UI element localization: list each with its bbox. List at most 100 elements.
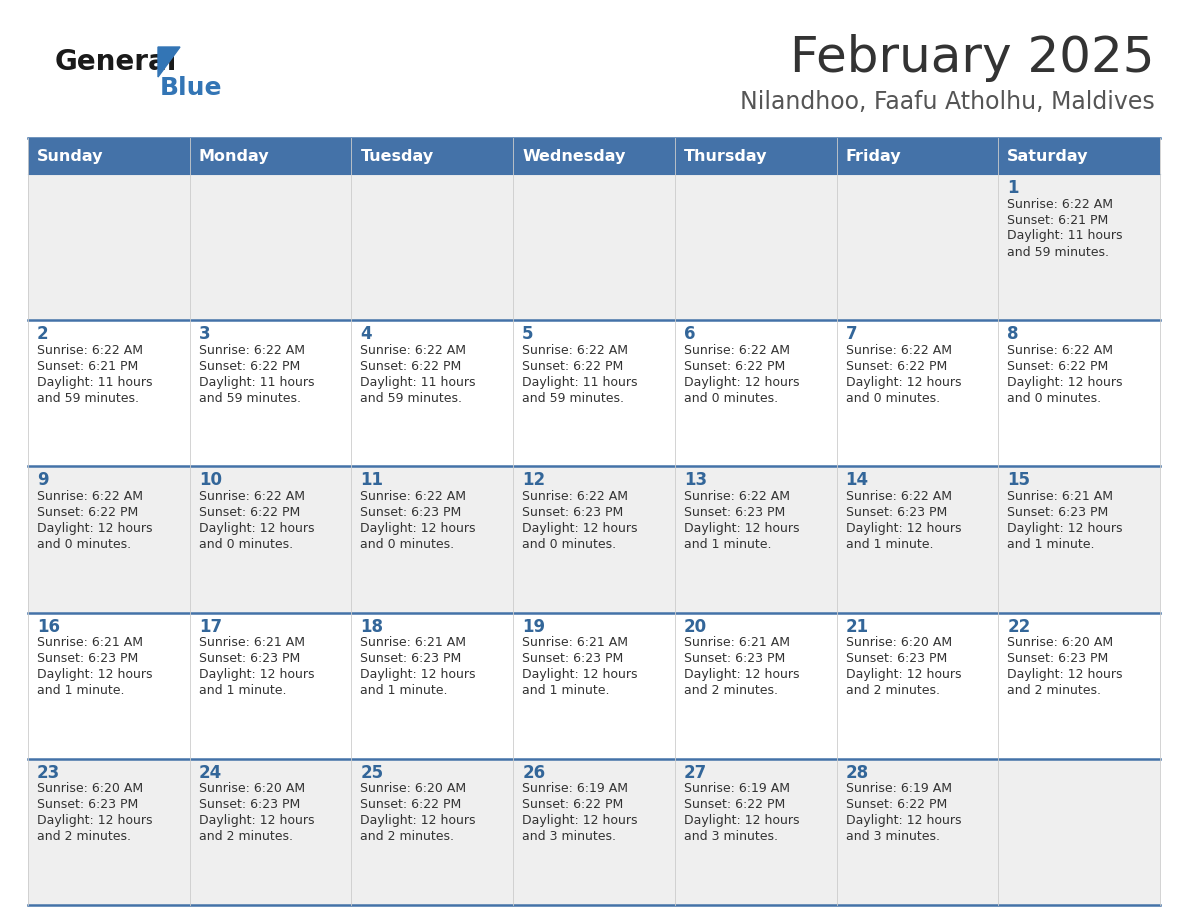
Text: Daylight: 12 hours: Daylight: 12 hours (684, 522, 800, 535)
Text: Sunrise: 6:19 AM: Sunrise: 6:19 AM (846, 782, 952, 795)
Text: and 2 minutes.: and 2 minutes. (198, 830, 292, 844)
Text: Sunset: 6:22 PM: Sunset: 6:22 PM (1007, 360, 1108, 373)
Bar (836, 612, 998, 759)
Bar (29, 138, 190, 174)
Text: and 3 minutes.: and 3 minutes. (523, 830, 617, 844)
Bar (998, 174, 1159, 320)
Text: and 0 minutes.: and 0 minutes. (198, 538, 292, 551)
Text: Sunset: 6:23 PM: Sunset: 6:23 PM (846, 652, 947, 666)
Text: 18: 18 (360, 618, 384, 635)
Text: Sunrise: 6:20 AM: Sunrise: 6:20 AM (198, 782, 305, 795)
Bar (190, 174, 352, 320)
Bar (513, 174, 675, 320)
Bar (836, 174, 998, 320)
Text: Sunset: 6:23 PM: Sunset: 6:23 PM (523, 506, 624, 519)
Bar (190, 138, 352, 174)
Text: and 2 minutes.: and 2 minutes. (846, 684, 940, 697)
Text: 26: 26 (523, 764, 545, 782)
Text: and 0 minutes.: and 0 minutes. (846, 392, 940, 405)
Text: Sunrise: 6:21 AM: Sunrise: 6:21 AM (684, 636, 790, 649)
Bar (352, 466, 513, 612)
Text: and 1 minute.: and 1 minute. (37, 684, 125, 697)
Text: 20: 20 (684, 618, 707, 635)
Bar (29, 759, 190, 905)
Text: 24: 24 (198, 764, 222, 782)
Text: Daylight: 12 hours: Daylight: 12 hours (198, 668, 314, 681)
Text: Sunset: 6:23 PM: Sunset: 6:23 PM (1007, 506, 1108, 519)
Bar (190, 612, 352, 759)
Text: Daylight: 12 hours: Daylight: 12 hours (37, 668, 152, 681)
Text: Blue: Blue (160, 76, 222, 100)
Text: Sunset: 6:23 PM: Sunset: 6:23 PM (360, 652, 462, 666)
Text: Sunset: 6:23 PM: Sunset: 6:23 PM (1007, 652, 1108, 666)
Text: Sunrise: 6:22 AM: Sunrise: 6:22 AM (1007, 343, 1113, 357)
Text: Daylight: 12 hours: Daylight: 12 hours (360, 668, 476, 681)
Bar (836, 320, 998, 466)
Text: 22: 22 (1007, 618, 1030, 635)
Text: Daylight: 11 hours: Daylight: 11 hours (1007, 230, 1123, 242)
Text: Sunset: 6:22 PM: Sunset: 6:22 PM (684, 360, 785, 373)
Text: Sunset: 6:22 PM: Sunset: 6:22 PM (360, 360, 462, 373)
Text: Sunrise: 6:21 AM: Sunrise: 6:21 AM (37, 636, 143, 649)
Bar (998, 759, 1159, 905)
Bar (29, 466, 190, 612)
Bar (29, 612, 190, 759)
Text: and 1 minute.: and 1 minute. (198, 684, 286, 697)
Bar (675, 174, 836, 320)
Text: and 2 minutes.: and 2 minutes. (360, 830, 455, 844)
Text: 15: 15 (1007, 472, 1030, 489)
Text: General: General (55, 48, 177, 76)
Bar (352, 759, 513, 905)
Text: Saturday: Saturday (1007, 149, 1088, 163)
Text: Daylight: 12 hours: Daylight: 12 hours (198, 522, 314, 535)
Text: Sunrise: 6:22 AM: Sunrise: 6:22 AM (360, 490, 467, 503)
Text: 10: 10 (198, 472, 222, 489)
Text: Sunset: 6:23 PM: Sunset: 6:23 PM (523, 652, 624, 666)
Text: Sunset: 6:23 PM: Sunset: 6:23 PM (37, 652, 138, 666)
Text: Sunrise: 6:19 AM: Sunrise: 6:19 AM (684, 782, 790, 795)
Text: Daylight: 11 hours: Daylight: 11 hours (360, 375, 476, 388)
Bar (513, 138, 675, 174)
Text: Wednesday: Wednesday (523, 149, 626, 163)
Text: and 0 minutes.: and 0 minutes. (523, 538, 617, 551)
Text: and 59 minutes.: and 59 minutes. (1007, 245, 1110, 259)
Text: Sunrise: 6:22 AM: Sunrise: 6:22 AM (198, 343, 304, 357)
Text: and 1 minute.: and 1 minute. (360, 684, 448, 697)
Text: 19: 19 (523, 618, 545, 635)
Text: Sunrise: 6:22 AM: Sunrise: 6:22 AM (684, 343, 790, 357)
Text: 9: 9 (37, 472, 49, 489)
Text: 17: 17 (198, 618, 222, 635)
Bar (675, 466, 836, 612)
Text: and 0 minutes.: and 0 minutes. (37, 538, 131, 551)
Text: and 3 minutes.: and 3 minutes. (846, 830, 940, 844)
Text: and 1 minute.: and 1 minute. (1007, 538, 1095, 551)
Text: and 59 minutes.: and 59 minutes. (198, 392, 301, 405)
Text: Sunset: 6:23 PM: Sunset: 6:23 PM (37, 799, 138, 812)
Text: Sunrise: 6:22 AM: Sunrise: 6:22 AM (1007, 197, 1113, 210)
Text: Sunrise: 6:22 AM: Sunrise: 6:22 AM (846, 490, 952, 503)
Bar (675, 138, 836, 174)
Text: 25: 25 (360, 764, 384, 782)
Polygon shape (158, 47, 181, 77)
Text: Daylight: 12 hours: Daylight: 12 hours (846, 522, 961, 535)
Text: Daylight: 12 hours: Daylight: 12 hours (684, 668, 800, 681)
Text: Sunrise: 6:22 AM: Sunrise: 6:22 AM (684, 490, 790, 503)
Text: 4: 4 (360, 325, 372, 343)
Bar (352, 138, 513, 174)
Text: Sunrise: 6:20 AM: Sunrise: 6:20 AM (846, 636, 952, 649)
Text: Friday: Friday (846, 149, 902, 163)
Bar (190, 466, 352, 612)
Text: Sunset: 6:23 PM: Sunset: 6:23 PM (360, 506, 462, 519)
Text: Daylight: 12 hours: Daylight: 12 hours (684, 375, 800, 388)
Bar (513, 759, 675, 905)
Text: Daylight: 12 hours: Daylight: 12 hours (523, 668, 638, 681)
Bar (29, 174, 190, 320)
Text: Nilandhoo, Faafu Atholhu, Maldives: Nilandhoo, Faafu Atholhu, Maldives (740, 90, 1155, 114)
Text: Daylight: 12 hours: Daylight: 12 hours (1007, 522, 1123, 535)
Bar (675, 612, 836, 759)
Text: Sunset: 6:22 PM: Sunset: 6:22 PM (684, 799, 785, 812)
Text: Daylight: 11 hours: Daylight: 11 hours (37, 375, 152, 388)
Text: Sunrise: 6:20 AM: Sunrise: 6:20 AM (360, 782, 467, 795)
Text: Sunset: 6:22 PM: Sunset: 6:22 PM (846, 799, 947, 812)
Text: Daylight: 12 hours: Daylight: 12 hours (684, 814, 800, 827)
